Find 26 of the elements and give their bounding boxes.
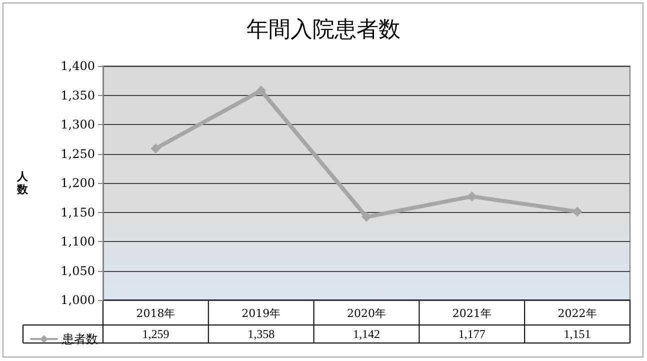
x-tick-label: 2018年 [136,307,176,320]
data-label: 1,259 [142,327,170,341]
y-tick-label: 1,400 [60,59,95,73]
point [362,212,372,222]
y-tick-label: 1,100 [60,234,95,248]
point [572,206,582,217]
y-tick-label: 1,150 [60,205,95,220]
data-label: 1,177 [458,327,486,341]
y-tick-label: 1,300 [60,118,95,132]
y-tick-label: 1,350 [60,88,95,102]
x-tick-label: 2020年 [347,307,386,320]
y-tick-label: 1,200 [60,176,95,190]
point [150,143,161,154]
y-tick-label: 1,000 [60,293,95,307]
data-label: 1,142 [353,327,380,341]
point [256,86,266,96]
point [466,191,477,202]
y-tick-label: 1,050 [60,264,95,278]
x-tick-label: 2022年 [558,307,597,320]
chart-title: 年間入院患者数 [246,18,400,42]
x-tick-label: 2019年 [242,307,281,320]
x-tick-label: 2021年 [452,307,492,320]
y-tick-label: 1,250 [60,146,95,161]
data-label: 1,151 [564,327,591,341]
data-label: 1,358 [248,327,275,341]
y-axis-title: 人数 [16,170,29,196]
